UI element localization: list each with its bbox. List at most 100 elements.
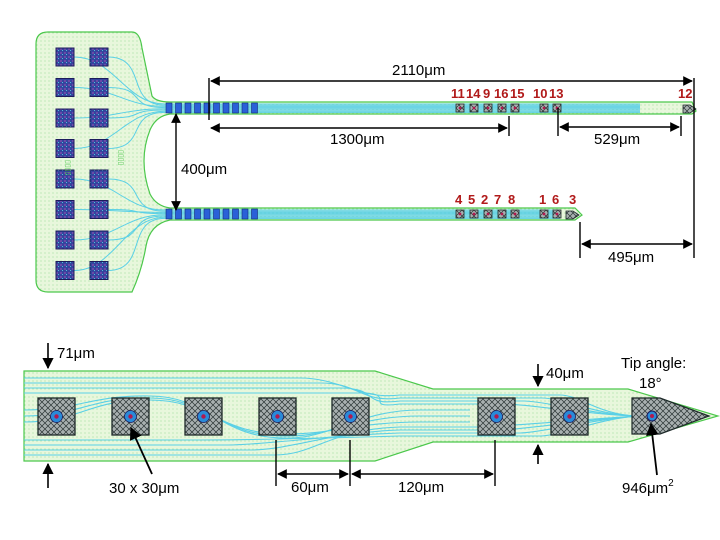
detail-electrode-center (128, 414, 133, 419)
routing-traces (73, 56, 640, 271)
shank-contact (222, 102, 230, 114)
electrode-label: 1 (539, 192, 546, 207)
bond-pad (89, 261, 109, 280)
tip-area-value: 946μm (622, 480, 668, 497)
bond-pad (55, 200, 75, 219)
bond-pad (89, 78, 109, 97)
handle-marking-2: ▯▯▯▯ (64, 160, 71, 176)
shank-contact (222, 208, 230, 220)
shank-contact (232, 102, 239, 114)
electrode-label: 8 (508, 192, 515, 207)
upper-electrode-center (542, 106, 546, 110)
pitch-large-label: 120μm (398, 479, 444, 496)
lower-electrode-labels: 4 5 2 7 8 1 6 3 (455, 192, 576, 207)
lower-electrode-center (542, 212, 546, 216)
dimension-pitch (275, 440, 496, 486)
detail-trace (24, 392, 641, 417)
shank-detail: 71μm 40μm Tip angle: 18° 30 x 30μm 60μm … (23, 343, 720, 497)
upper-electrode-center (472, 106, 476, 110)
electrode-label: 3 (569, 192, 576, 207)
electrode-label: 9 (483, 86, 490, 101)
shank-width-label: 71μm (57, 345, 95, 362)
tip-area-pointer (646, 422, 659, 476)
front-span-label: 1300μm (330, 131, 385, 148)
bond-pad (55, 108, 75, 128)
bond-pad (55, 139, 75, 158)
bond-pad (55, 169, 75, 189)
detail-trace (24, 382, 641, 417)
upper-electrode-center (486, 106, 490, 110)
bond-pad-array (55, 47, 109, 280)
pitch-small-label: 60μm (291, 479, 329, 496)
routing-trace (107, 111, 640, 149)
bond-pad (55, 230, 75, 250)
routing-trace (107, 178, 560, 212)
probe-substrate (35, 31, 697, 293)
electrode-label: 11 (451, 86, 465, 101)
bond-pad (89, 230, 109, 250)
probe-overview: ▯▯▯▯ ▯▯▯▯ 11 14 9 16 15 10 13 12 4 5 2 7… (35, 31, 697, 293)
shank-contact (213, 102, 220, 114)
routing-trace (73, 178, 560, 211)
electrode-label: 15 (510, 86, 524, 101)
upper-electrode-center (513, 106, 517, 110)
dimension-upper-tip-span (557, 108, 682, 136)
electrode-label: 5 (468, 192, 475, 207)
routing-trace (73, 108, 640, 119)
routing-trace (73, 216, 560, 271)
lower-electrode-center (486, 212, 490, 216)
shank-contact (175, 208, 182, 220)
shank-contact (184, 208, 192, 220)
dimension-total-length (208, 76, 695, 258)
spacing-label: 400μm (181, 161, 227, 178)
dimension-lower-tip-span (579, 222, 693, 258)
upper-shank-electrodes (455, 103, 697, 114)
electrode-size-label: 30 x 30μm (109, 480, 179, 497)
lower-tip-span-label: 495μm (608, 249, 654, 266)
lower-electrode-center (500, 212, 504, 216)
shank-contact (194, 208, 201, 220)
lower-electrode-center (555, 212, 559, 216)
handle-marking: ▯▯▯▯ (117, 150, 124, 166)
shank-contact (241, 102, 249, 114)
shank-contact (194, 102, 201, 114)
upper-electrode-labels: 11 14 9 16 15 10 13 12 (451, 86, 692, 101)
detail-electrode-center (275, 414, 280, 419)
bond-pad (89, 108, 109, 128)
routing-trace (107, 56, 640, 106)
electrode-label: 12 (678, 86, 692, 101)
detail-electrode-center (494, 414, 499, 419)
electrode-label: 16 (494, 86, 508, 101)
lower-electrode-center (513, 212, 517, 216)
shank-contact (232, 208, 239, 220)
tip-area-exponent: 2 (668, 478, 674, 489)
electrode-label: 2 (481, 192, 488, 207)
bond-pad (89, 47, 109, 67)
detail-trace (24, 415, 641, 441)
routing-trace (73, 110, 640, 149)
detail-electrode-center (348, 414, 353, 419)
detail-trace (24, 387, 641, 417)
electrode-label: 4 (455, 192, 463, 207)
tip-area-label: 946μm2 (622, 478, 674, 497)
shank-contact (165, 208, 173, 220)
detail-electrode-center (567, 414, 572, 419)
detail-trace (24, 415, 641, 446)
tip-electrode-center (650, 414, 654, 418)
upper-electrode-center (500, 106, 504, 110)
dimension-front-span (210, 116, 510, 136)
electrode-label: 10 (533, 86, 547, 101)
lower-shank-electrodes (455, 209, 580, 220)
shank-contact (165, 102, 173, 114)
tip-angle-label: Tip angle: (621, 355, 686, 372)
electrode-label: 6 (552, 192, 559, 207)
lower-electrode-center (458, 212, 462, 216)
routing-trace (107, 209, 560, 215)
electrode-label: 7 (494, 192, 501, 207)
shank-contact (203, 208, 211, 220)
bond-pad (89, 200, 109, 219)
narrow-width-label: 40μm (546, 365, 584, 382)
detail-electrodes (37, 397, 589, 436)
shank-contact (184, 102, 192, 114)
